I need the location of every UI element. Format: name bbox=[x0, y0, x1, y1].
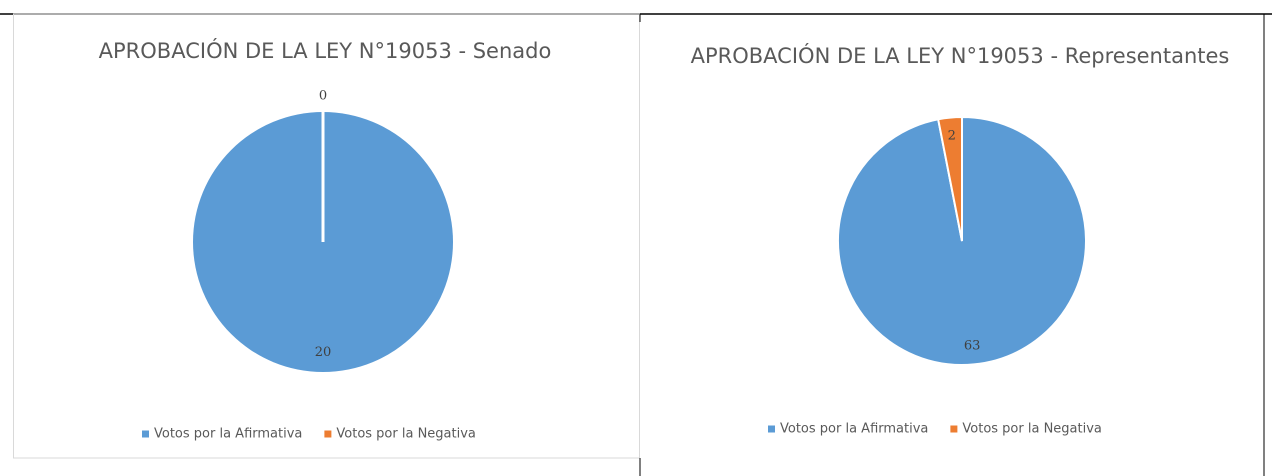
chart-title: APROBACIÓN DE LA LEY N°19053 - Represent… bbox=[691, 43, 1230, 68]
chart-title: APROBACIÓN DE LA LEY N°19053 - Senado bbox=[99, 38, 552, 63]
panel-border bbox=[13, 13, 640, 459]
legend-marker bbox=[142, 430, 149, 438]
data-label: 2 bbox=[948, 129, 956, 144]
legend-label: Votos por la Negativa bbox=[336, 427, 476, 442]
legend-marker bbox=[324, 430, 332, 438]
legend-label: Votos por la Negativa bbox=[962, 422, 1102, 437]
data-label: 20 bbox=[315, 345, 332, 360]
legend-marker bbox=[950, 425, 958, 433]
data-label: 0 bbox=[319, 89, 327, 104]
legend-label: Votos por la Afirmativa bbox=[780, 422, 928, 437]
pie-slice bbox=[937, 115, 963, 242]
legend-label: Votos por la Afirmativa bbox=[154, 427, 302, 442]
legend-marker bbox=[768, 425, 775, 433]
data-label: 63 bbox=[964, 338, 981, 353]
